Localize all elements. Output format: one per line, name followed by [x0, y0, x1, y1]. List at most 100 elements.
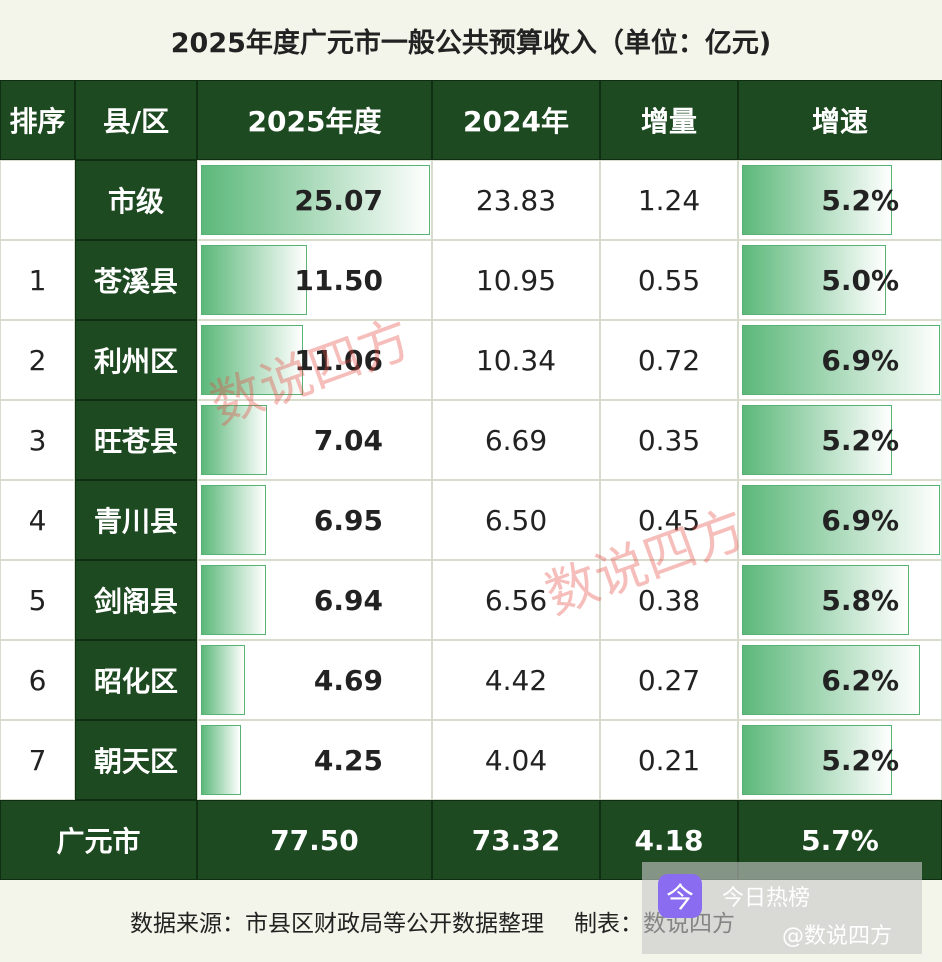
badge[interactable]: 今 今日热榜 @数说四方: [642, 862, 922, 954]
cell-text: 11.06: [294, 343, 383, 377]
total-text: 5.7%: [801, 823, 879, 857]
cell: 青川县: [75, 480, 197, 560]
cell-text: 11.50: [294, 263, 383, 297]
cell-text: 旺苍县: [93, 425, 178, 458]
badge-name: 今日热榜: [722, 886, 811, 911]
cell-text: 0.55: [637, 263, 701, 297]
cell: 0.45: [600, 480, 738, 560]
cell-text: 6: [28, 663, 47, 697]
cell: 5.8%: [738, 560, 942, 640]
data-bar: [742, 325, 940, 395]
data-bar: [201, 485, 266, 555]
cell: 5: [0, 560, 75, 640]
cell-text: 6.9%: [821, 343, 899, 377]
cell: 5.2%: [738, 160, 942, 240]
title: 2025年度广元市一般公共预算收入（单位：亿元): [170, 27, 772, 59]
cell-text: 6.56: [484, 583, 548, 617]
cell: 0.35: [600, 400, 738, 480]
cell: [0, 160, 75, 240]
cell: 6.56: [432, 560, 600, 640]
header-cell: 增速: [738, 80, 942, 160]
cell: 1: [0, 240, 75, 320]
cell-text: 0.38: [637, 583, 701, 617]
cell-text: 青川县: [93, 505, 178, 538]
cell-text: 5.2%: [821, 423, 899, 457]
cell: 5.0%: [738, 240, 942, 320]
cell: 0.21: [600, 720, 738, 800]
cell-text: 6.50: [484, 503, 548, 537]
cell-text: 25.07: [294, 183, 383, 217]
cell: 11.06: [197, 320, 432, 400]
cell: 昭化区: [75, 640, 197, 720]
cell: 剑阁县: [75, 560, 197, 640]
cell-text: 1.24: [637, 183, 701, 217]
cell: 5.2%: [738, 400, 942, 480]
cell: 6.2%: [738, 640, 942, 720]
header-cell: 增量: [600, 80, 738, 160]
data-bar: [201, 565, 266, 635]
data-bar: [201, 325, 304, 395]
cell: 朝天区: [75, 720, 197, 800]
cell: 5.2%: [738, 720, 942, 800]
cell-text: 4: [28, 503, 47, 537]
cell: 利州区: [75, 320, 197, 400]
cell: 6.9%: [738, 320, 942, 400]
header-text: 增量: [640, 105, 697, 138]
data-bar: [742, 725, 892, 795]
cell-text: 6.2%: [821, 663, 899, 697]
cell-text: 10.95: [475, 263, 557, 297]
cell-text: 5.2%: [821, 743, 899, 777]
cell-text: 7.04: [313, 423, 383, 457]
cell-text: 利州区: [93, 345, 178, 378]
cell-text: 10.34: [475, 343, 557, 377]
header-text: 2024年: [463, 105, 569, 138]
cell-text: 昭化区: [93, 665, 178, 698]
header-cell: 2025年度: [197, 80, 432, 160]
cell: 0.27: [600, 640, 738, 720]
cell: 1.24: [600, 160, 738, 240]
cell-text: 6.9%: [821, 503, 899, 537]
cell: 23.83: [432, 160, 600, 240]
cell-text: 0.35: [637, 423, 701, 457]
cell-text: 23.83: [475, 183, 557, 217]
cell-text: 苍溪县: [93, 265, 178, 298]
cell-text: 6.94: [313, 583, 383, 617]
cell: 11.50: [197, 240, 432, 320]
badge-icon: 今: [658, 874, 702, 918]
total-cell: 广元市: [0, 800, 197, 880]
data-bar: [201, 725, 242, 795]
header-text: 增速: [811, 105, 868, 138]
cell-text: 市级: [107, 185, 164, 218]
cell: 25.07: [197, 160, 432, 240]
total-text: 77.50: [270, 823, 359, 857]
total-cell: 73.32: [432, 800, 600, 880]
cell: 10.34: [432, 320, 600, 400]
cell-text: 4.25: [313, 743, 383, 777]
cell: 6.9%: [738, 480, 942, 560]
data-bar: [742, 645, 921, 715]
total-text: 4.18: [634, 823, 704, 857]
cell: 7: [0, 720, 75, 800]
cell-text: 剑阁县: [93, 585, 178, 618]
cell-text: 4.04: [484, 743, 548, 777]
source: 数据来源：市县区财政局等公开数据整理: [130, 911, 544, 937]
cell: 4.69: [197, 640, 432, 720]
data-bar: [201, 165, 430, 235]
data-bar: [742, 485, 940, 555]
header-text: 县/区: [102, 105, 170, 138]
data-bar: [742, 165, 892, 235]
cell-text: 5.8%: [821, 583, 899, 617]
cell: 0.38: [600, 560, 738, 640]
header-cell: 县/区: [75, 80, 197, 160]
header-cell: 排序: [0, 80, 75, 160]
cell: 0.72: [600, 320, 738, 400]
cell: 2: [0, 320, 75, 400]
cell: 3: [0, 400, 75, 480]
cell: 4: [0, 480, 75, 560]
cell: 6.50: [432, 480, 600, 560]
cell: 6.69: [432, 400, 600, 480]
data-bar: [201, 245, 308, 315]
cell-text: 6.95: [313, 503, 383, 537]
cell: 苍溪县: [75, 240, 197, 320]
